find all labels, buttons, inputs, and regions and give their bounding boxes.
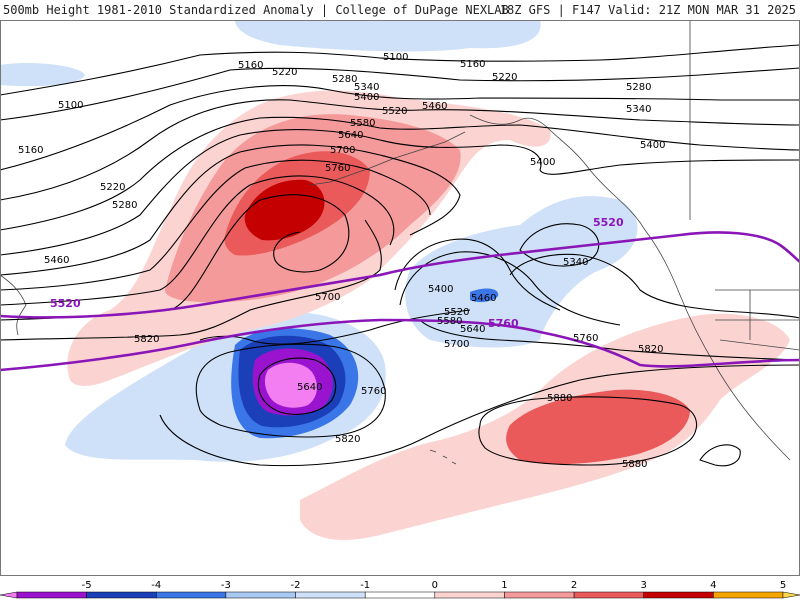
hawaii — [429, 449, 457, 465]
colorbar-swatch — [434, 591, 505, 599]
colorbar-tick-label: 5 — [780, 580, 786, 591]
contour-label-5460-w: 5460 — [44, 255, 69, 266]
colorbar-tick-label: 1 — [501, 580, 507, 591]
colorbar-tick-label: 0 — [432, 580, 438, 591]
neg-anomaly-gulf — [405, 196, 638, 348]
colorbar-arrow-right — [782, 591, 800, 599]
contour-label-5280-e: 5280 — [626, 82, 651, 93]
contour-label-5220-w: 5220 — [100, 182, 125, 193]
colorbar-swatches — [0, 591, 800, 599]
neg-anomaly-north — [235, 20, 541, 52]
contour-label-5400: 5400 — [354, 92, 379, 103]
neg-anomaly-cutoff-m4 — [264, 362, 317, 408]
colorbar-tick-label: -5 — [82, 580, 92, 591]
contour-labels: 5100 5100 5160 5160 5160 5220 5220 5220 … — [18, 52, 665, 470]
colorbar-swatch — [295, 591, 366, 599]
contour-label-5340-e: 5340 — [626, 104, 651, 115]
contour-label-5640-low: 5640 — [297, 382, 322, 393]
contour-label-5580-s: 5580 — [437, 316, 462, 327]
contour-label-5400-s: 5400 — [428, 284, 453, 295]
contour-label-5100: 5100 — [383, 52, 408, 63]
contour-label-5520-highlight-e: 5520 — [593, 216, 624, 229]
colorbar-swatch — [504, 591, 575, 599]
coastlines — [0, 20, 800, 465]
contour-label-5460-s: 5460 — [471, 293, 496, 304]
asia-coast — [0, 274, 27, 336]
contour-label-5760-e: 5760 — [573, 333, 598, 344]
colorbar-tick-label: 2 — [571, 580, 577, 591]
colorbar-tick-label: -4 — [151, 580, 161, 591]
anomaly-map: 5100 5100 5160 5160 5160 5220 5220 5220 … — [0, 20, 800, 576]
contour-label-5520-s: 5520 — [444, 307, 469, 318]
neg-anomaly-small — [470, 288, 499, 303]
contour-label-5400-c: 5400 — [530, 157, 555, 168]
contour-5520-highlight — [0, 231, 800, 319]
colorbar-swatch — [156, 591, 227, 599]
contour-label-5700-s: 5700 — [444, 339, 469, 350]
contour-label-5640: 5640 — [338, 130, 363, 141]
contour-label-5820-s: 5820 — [335, 434, 360, 445]
colorbar-ticks: -5 -4 -3 -2 -1 0 1 2 3 4 5 — [82, 580, 787, 591]
pos-anomaly-pacific-core — [506, 389, 690, 465]
contour-label-5820-e: 5820 — [638, 344, 663, 355]
colorbar-swatch — [86, 591, 157, 599]
contour-label-5760-s: 5760 — [361, 386, 386, 397]
contour-label-5880-s: 5880 — [622, 459, 647, 470]
negative-anomaly-shading — [0, 20, 638, 462]
contour-5760-highlight — [0, 318, 800, 372]
colorbar-swatch — [225, 591, 296, 599]
colorbar-arrow-left — [0, 591, 18, 599]
contour-label-5280: 5280 — [332, 74, 357, 85]
canada-borders — [689, 20, 800, 351]
colorbar-swatch — [573, 591, 644, 599]
contour-label-5820-w: 5820 — [134, 334, 159, 345]
header-bar: 500mb Height 1981-2010 Standardized Anom… — [0, 0, 800, 20]
contour-label-5160: 5160 — [238, 60, 263, 71]
contour-label-5460: 5460 — [422, 101, 447, 112]
contour-label-5760: 5760 — [325, 163, 350, 174]
contour-label-5580: 5580 — [350, 118, 375, 129]
aleutians — [309, 131, 466, 186]
contour-label-5220-e: 5220 — [492, 72, 517, 83]
colorbar-tick-label: 4 — [710, 580, 716, 591]
contour-label-5100-w: 5100 — [58, 100, 83, 111]
model-run-info: 18Z GFS | F147 Valid: 21Z MON MAR 31 202… — [499, 3, 796, 17]
colorbar-tick-label: -3 — [221, 580, 231, 591]
contour-label-5700-c: 5700 — [315, 292, 340, 303]
contour-label-5340: 5340 — [354, 82, 379, 93]
colorbar-tick-label: -1 — [360, 580, 370, 591]
highlight-contours — [0, 231, 800, 372]
contour-label-5700: 5700 — [330, 145, 355, 156]
contour-label-5520-highlight-w: 5520 — [50, 297, 81, 310]
colorbar-swatch — [364, 591, 436, 599]
neg-anomaly-west — [0, 63, 85, 87]
contour-label-5160-e: 5160 — [460, 59, 485, 70]
contour-label-5400-e: 5400 — [640, 140, 665, 151]
contour-label-5520: 5520 — [382, 106, 407, 117]
contour-label-5760-highlight: 5760 — [488, 317, 519, 330]
colorbar: -5 -4 -3 -2 -1 0 1 2 3 4 5 — [0, 576, 800, 600]
colorbar-tick-label: -2 — [291, 580, 301, 591]
contour-label-5160-w: 5160 — [18, 145, 43, 156]
contour-label-5340-gulf: 5340 — [563, 257, 588, 268]
colorbar-swatch — [713, 591, 784, 599]
bc-coast — [644, 229, 791, 461]
colorbar-tick-label: 3 — [641, 580, 647, 591]
map-title: 500mb Height 1981-2010 Standardized Anom… — [3, 3, 509, 17]
contour-label-5220: 5220 — [272, 67, 297, 78]
alaska-coast — [469, 114, 646, 231]
colorbar-swatch — [16, 591, 87, 599]
colorbar-swatch — [643, 591, 714, 599]
contour-label-5640-s: 5640 — [460, 324, 485, 335]
contour-label-5880: 5880 — [547, 393, 572, 404]
contour-label-5280-w: 5280 — [112, 200, 137, 211]
